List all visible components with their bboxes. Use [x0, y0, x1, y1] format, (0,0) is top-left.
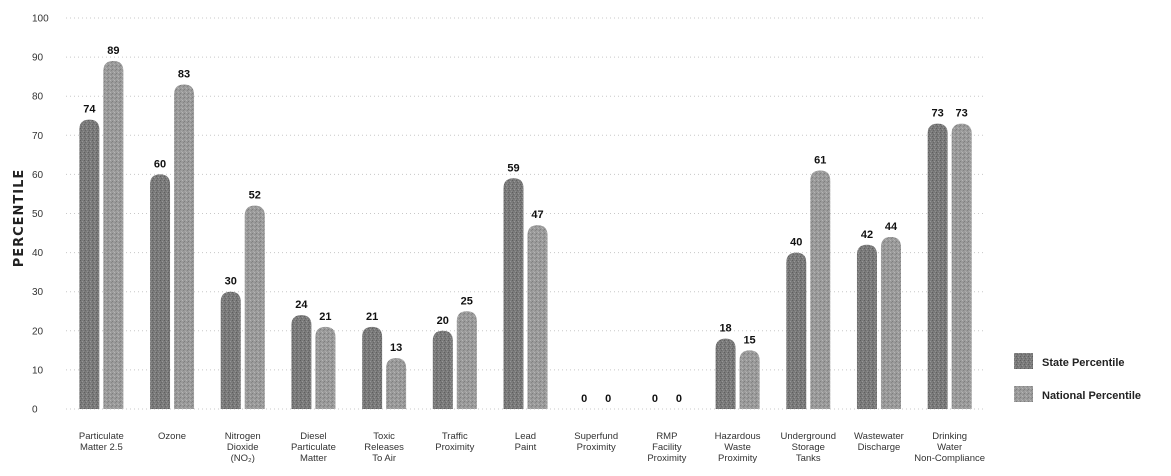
x-category-label: Superfund Proximity	[574, 431, 618, 453]
data-label: 47	[531, 209, 543, 221]
bar-state-percentile	[927, 123, 948, 409]
bar-national-percentile	[386, 358, 407, 409]
y-tick-label: 90	[32, 53, 44, 64]
x-category-label: Underground Storage Tanks	[781, 431, 836, 464]
data-label: 0	[581, 393, 587, 405]
bar-state-percentile	[79, 119, 100, 409]
data-label: 40	[790, 237, 802, 249]
data-label: 30	[225, 276, 237, 288]
x-category-label: Traffic Proximity	[435, 431, 474, 453]
y-axis-ticks: 0 10 20 30 40 50 60 70 80 90 100	[32, 14, 49, 416]
data-label: 0	[676, 393, 682, 405]
data-label: 25	[461, 295, 473, 307]
bar-national-percentile	[456, 311, 477, 409]
y-tick-label: 30	[32, 287, 44, 298]
y-tick-label: 0	[32, 405, 38, 416]
x-category-label: Lead Paint	[515, 431, 537, 453]
data-label: 61	[814, 154, 826, 166]
bar-state-percentile	[503, 178, 524, 409]
bar-state-percentile	[220, 291, 241, 409]
data-label: 42	[861, 229, 873, 241]
data-label: 21	[319, 311, 331, 323]
y-tick-label: 70	[32, 131, 44, 142]
legend-swatch-state	[1014, 353, 1033, 369]
data-label: 18	[719, 323, 731, 335]
data-label: 52	[249, 190, 261, 202]
legend: State Percentile National Percentile	[1014, 353, 1141, 402]
data-label: 15	[743, 334, 755, 346]
bar-national-percentile	[527, 225, 548, 409]
bar-state-percentile	[362, 326, 383, 409]
bar-national-percentile	[244, 205, 265, 409]
data-label: 74	[83, 104, 96, 116]
category-labels: Particulate Matter 2.5 Ozone Nitrogen Dioxid…	[79, 431, 985, 464]
data-label: 13	[390, 342, 402, 354]
x-category-label: Nitrogen Dioxide (NO₂)	[225, 431, 261, 464]
x-category-label: Toxic Releases To Air	[364, 431, 404, 464]
data-label: 0	[605, 393, 611, 405]
legend-label-state: State Percentile	[1042, 357, 1125, 369]
y-tick-label: 50	[32, 209, 44, 220]
x-category-label: Drinking Water Non-Compliance	[914, 431, 985, 464]
bar-state-percentile	[291, 315, 312, 409]
data-labels: 74 89 60 83 30 52 24 21 21 13 20 25 59 47 0 0 0 0 18 15 40 61…	[83, 45, 968, 405]
y-tick-label: 10	[32, 365, 44, 376]
bar-state-percentile	[856, 244, 877, 409]
data-label: 59	[507, 162, 519, 174]
y-axis-label: PERCENTILE	[12, 169, 27, 268]
bar-state-percentile	[432, 330, 453, 409]
bar-national-percentile	[315, 326, 336, 409]
bar-national-percentile	[951, 123, 972, 409]
data-label: 83	[178, 68, 190, 80]
bars	[79, 61, 972, 409]
x-category-label: Wastewater Discharge	[854, 431, 904, 453]
legend-swatch-national	[1014, 386, 1033, 402]
data-label: 73	[932, 108, 944, 120]
x-category-label: Diesel Particulate Matter	[291, 431, 336, 464]
x-category-label: Ozone	[158, 431, 186, 442]
y-tick-label: 100	[32, 14, 49, 25]
bar-state-percentile	[150, 174, 171, 409]
bar-national-percentile	[880, 236, 901, 409]
bar-national-percentile	[739, 350, 760, 409]
x-category-label: Particulate Matter 2.5	[79, 431, 124, 453]
data-label: 60	[154, 158, 166, 170]
data-label: 24	[295, 299, 308, 311]
y-tick-label: 60	[32, 170, 44, 181]
data-label: 20	[437, 315, 449, 327]
data-label: 44	[885, 221, 898, 233]
y-tick-label: 20	[32, 326, 44, 337]
bar-national-percentile	[174, 84, 195, 409]
bar-state-percentile	[786, 252, 807, 409]
bar-state-percentile	[715, 338, 736, 409]
gridlines	[66, 17, 985, 410]
bar-national-percentile	[810, 170, 831, 409]
y-tick-label: 80	[32, 92, 44, 103]
bar-national-percentile	[103, 61, 124, 409]
legend-label-national: National Percentile	[1042, 390, 1141, 402]
y-tick-label: 40	[32, 248, 44, 259]
data-label: 21	[366, 311, 378, 323]
data-label: 0	[652, 393, 658, 405]
data-label: 89	[107, 45, 119, 57]
data-label: 73	[956, 108, 968, 120]
x-category-label: Hazardous Waste Proximity	[715, 431, 761, 464]
x-category-label: RMP Facility Proximity	[647, 431, 686, 464]
